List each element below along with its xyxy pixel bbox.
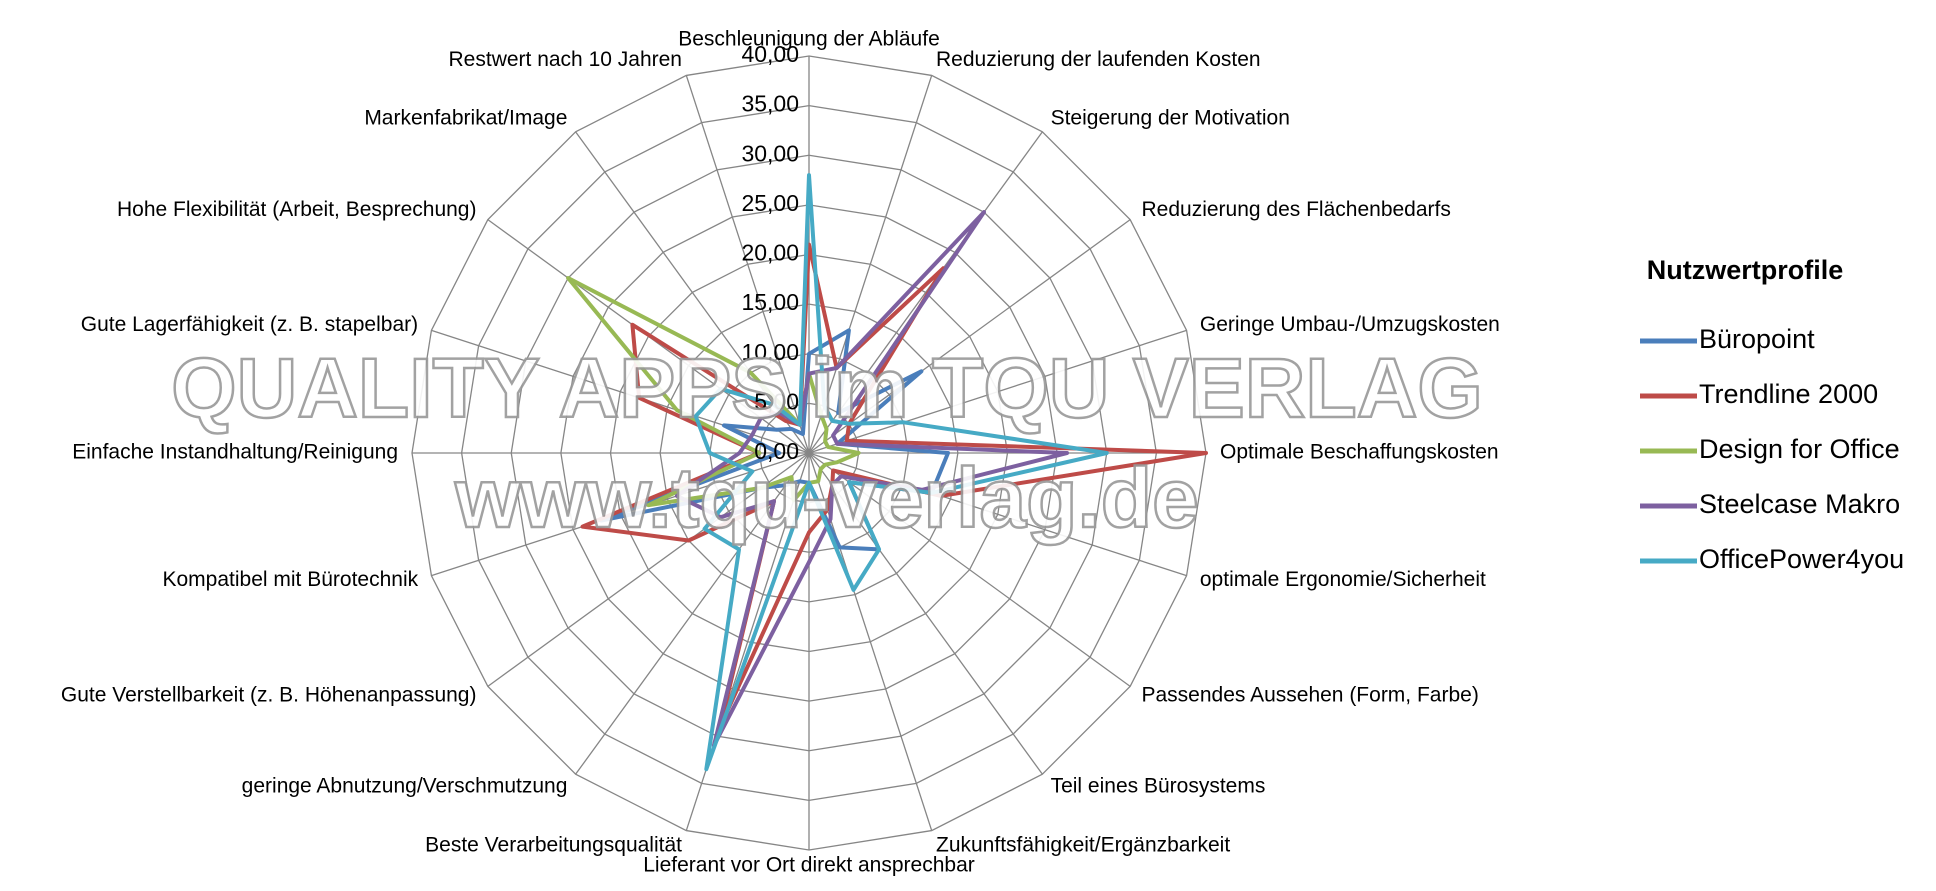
category-label: Hohe Flexibilität (Arbeit, Besprechung) <box>117 198 477 221</box>
spoke <box>575 131 810 454</box>
legend-text: Steelcase Makro <box>1699 489 1900 519</box>
category-label: Gute Lagerfähigkeit (z. B. stapelbar) <box>81 313 418 336</box>
category-label: Optimale Beschaffungskosten <box>1220 441 1499 464</box>
spoke <box>575 452 810 775</box>
y-tick-label: 20,00 <box>741 240 799 266</box>
category-label: geringe Abnutzung/Verschmutzung <box>242 775 568 798</box>
y-tick-label: 5,00 <box>754 388 799 414</box>
y-tick-label: 15,00 <box>741 289 799 315</box>
category-label: Zukunftsfähigkeit/Ergänzbarkeit <box>936 833 1230 856</box>
spoke <box>431 329 810 454</box>
spoke <box>487 452 810 687</box>
spoke <box>808 219 1131 454</box>
category-label: Steigerung der Motivation <box>1051 106 1290 129</box>
y-tick-label: 25,00 <box>741 190 799 216</box>
category-label: Kompatibel mit Bürotechnik <box>162 568 418 591</box>
category-label: optimale Ergonomie/Sicherheit <box>1200 568 1486 591</box>
spoke <box>808 452 1187 577</box>
spoke <box>808 131 1043 454</box>
category-label: Teil eines Bürosystems <box>1051 775 1266 798</box>
category-label: Markenfabrikat/Image <box>364 106 567 129</box>
category-label: Passendes Aussehen (Form, Farbe) <box>1142 683 1479 706</box>
y-tick-label: 30,00 <box>741 140 799 166</box>
watermark: www.tqu-verlag.de <box>454 451 1199 545</box>
category-label: Beschleunigung der Abläufe <box>678 28 940 51</box>
series-line <box>580 242 1208 729</box>
category-label: Reduzierung des Flächenbedarfs <box>1142 198 1451 221</box>
y-tick-label: 40,00 <box>741 41 799 67</box>
legend-text: Trendline 2000 <box>1699 379 1878 409</box>
category-label: Einfache Instandhaltung/Reinigung <box>72 441 398 464</box>
spoke <box>808 329 1187 454</box>
spoke <box>808 452 1043 775</box>
category-label: Beste Verarbeitungsqualität <box>425 833 682 856</box>
category-label: Restwert nach 10 Jahren <box>449 48 682 71</box>
category-label: Reduzierung der laufenden Kosten <box>936 48 1261 71</box>
series-line <box>693 173 1109 772</box>
category-label: Geringe Umbau-/Umzugskosten <box>1200 313 1500 336</box>
legend-title: Nutzwertprofile <box>1647 255 1844 285</box>
legend-text: OfficePower4you <box>1699 544 1904 574</box>
y-tick-label: 10,00 <box>741 339 799 365</box>
series-line <box>674 210 1069 748</box>
watermark: QUALITY APPS im TQU VERLAG <box>171 341 1482 435</box>
y-tick-label: 0,00 <box>754 438 799 464</box>
legend-text: Büropoint <box>1699 324 1815 354</box>
spoke <box>685 75 810 454</box>
category-label: Gute Verstellbarkeit (z. B. Höhenanpassu… <box>61 683 477 706</box>
legend-text: Design for Office <box>1699 434 1900 464</box>
y-tick-label: 35,00 <box>741 91 799 117</box>
spoke <box>808 75 933 454</box>
spoke <box>808 452 1131 687</box>
category-label: Lieferant vor Ort direkt ansprechbar <box>643 854 975 877</box>
